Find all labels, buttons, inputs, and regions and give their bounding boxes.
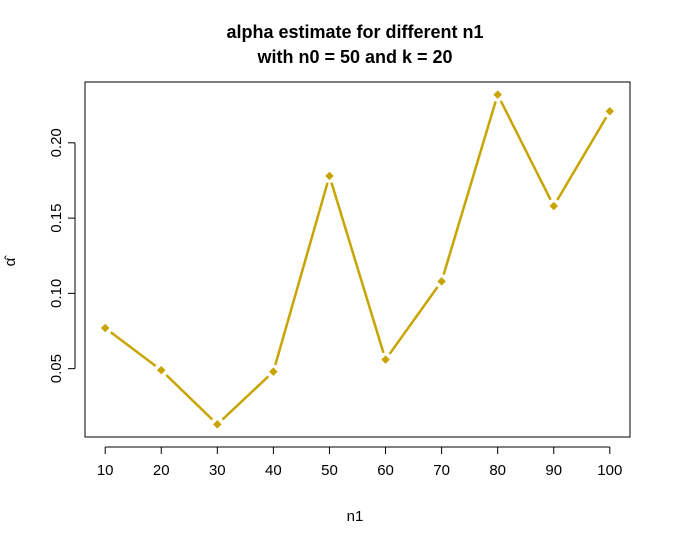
- x-tick-label: 30: [209, 462, 226, 479]
- series-line-segment: [221, 375, 270, 421]
- x-tick-label: 70: [433, 462, 450, 479]
- data-point: [100, 323, 110, 333]
- x-tick-label: 40: [265, 462, 282, 479]
- chart-title-line-1: alpha estimate for different n1: [226, 22, 483, 42]
- x-axis: 10 20 30 40 50 60 70 80 90 100: [97, 446, 622, 479]
- series-line-segment: [442, 100, 497, 275]
- data-point: [156, 365, 166, 375]
- data-point: [549, 201, 559, 211]
- series-line-segment: [274, 182, 329, 366]
- series-line-segment: [330, 182, 385, 354]
- x-tick-label: 100: [597, 462, 622, 479]
- y-axis-label: α̂: [2, 255, 19, 267]
- series-line-segment: [388, 286, 439, 355]
- data-point: [325, 171, 334, 181]
- y-axis: 0.05 0.10 0.15 0.20: [48, 128, 76, 383]
- data-point: [605, 106, 615, 116]
- data-point: [381, 355, 390, 364]
- x-tick-label: 80: [489, 462, 506, 479]
- plot-frame: [84, 81, 631, 438]
- x-axis-label: n1: [347, 508, 364, 525]
- data-point: [493, 90, 503, 99]
- series-line-segment: [165, 374, 214, 421]
- x-tick-label: 10: [97, 462, 114, 479]
- y-tick-label: 0.05: [48, 354, 65, 383]
- y-tick-label: 0.10: [48, 279, 65, 308]
- series-line-segment: [110, 331, 157, 367]
- series-line-segment: [556, 116, 608, 201]
- x-tick-label: 90: [545, 462, 562, 479]
- data-point: [212, 420, 222, 429]
- y-tick-label: 0.15: [48, 203, 65, 232]
- chart-title-line-2: with n0 = 50 and k = 20: [256, 47, 452, 67]
- x-tick-label: 60: [377, 462, 394, 479]
- series-line-segment: [499, 100, 552, 201]
- data-point: [269, 367, 278, 377]
- x-tick-label: 50: [321, 462, 338, 479]
- data-point: [437, 276, 446, 286]
- series-group: [100, 90, 615, 429]
- x-tick-label: 20: [153, 462, 170, 479]
- y-tick-label: 0.20: [48, 128, 65, 157]
